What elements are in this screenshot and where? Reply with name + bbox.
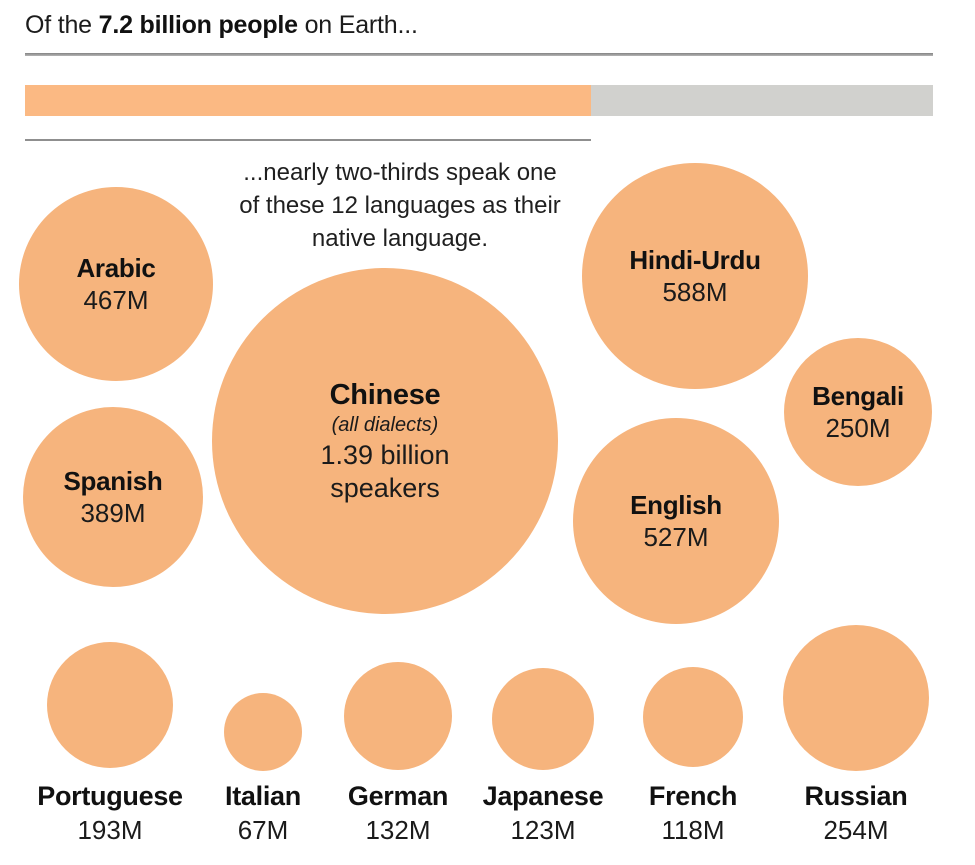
progress-bar-track [25,85,933,116]
bubble-spanish: Spanish 389M [23,407,203,587]
bubble-value-spanish: 389M [80,498,146,528]
under-bar-divider [25,139,591,141]
bubble-bengali: Bengali 250M [784,338,932,486]
top-divider [25,53,933,56]
bubble-name-arabic: Arabic [76,253,156,283]
bubble-label-german: German 132M [278,780,518,846]
bubble-value-german: 132M [365,815,431,845]
bubble-hindi-urdu: Hindi-Urdu 588M [582,163,808,389]
bubble-name-italian: Italian [225,781,301,811]
bubble-portuguese [47,642,173,768]
bubble-arabic: Arabic 467M [19,187,213,381]
bubble-french [643,667,743,767]
bubble-label-french: French 118M [573,780,813,846]
bubble-note-chinese: (all dialects) [331,413,439,436]
bubble-italian [224,693,302,771]
bubble-english: English 527M [573,418,779,624]
bubble-value-japanese: 123M [510,815,576,845]
bubble-label-japanese: Japanese 123M [423,780,663,846]
bubble-name-portuguese: Portuguese [37,781,183,811]
bubble-value-chinese: 1.39 billion speakers [320,439,450,503]
bubble-chinese: Chinese (all dialects) 1.39 billion speake… [212,268,558,614]
bubble-name-bengali: Bengali [812,381,904,411]
bubble-value-english: 527M [643,522,709,552]
bubble-value-hindi-urdu: 588M [662,277,728,307]
bubble-value-bengali: 250M [825,413,891,443]
bubble-name-hindi-urdu: Hindi-Urdu [629,245,761,275]
bubble-name-russian: Russian [804,781,908,811]
bubble-label-italian: Italian 67M [143,780,383,846]
bubble-label-russian: Russian 254M [736,780,975,846]
page-title: Of the 7.2 billion people on Earth... [25,11,418,40]
bubble-value-italian: 67M [237,815,289,845]
bubble-name-english: English [630,490,722,520]
annotation-text: ...nearly two-thirds speak one of these … [239,159,561,252]
bubble-japanese [492,668,594,770]
title-suffix: on Earth... [297,11,418,39]
bubble-german [344,662,452,770]
bubble-name-japanese: Japanese [482,781,604,811]
bubble-name-french: French [648,781,738,811]
bubble-label-portuguese: Portuguese 193M [0,780,230,846]
title-prefix: Of the [25,11,99,39]
bubble-value-portuguese: 193M [77,815,143,845]
bubble-value-french: 118M [661,815,725,845]
bubble-russian [783,625,929,771]
bubble-value-russian: 254M [823,815,889,845]
title-bold: 7.2 billion people [98,11,298,39]
bubble-name-spanish: Spanish [63,466,163,496]
bubble-name-german: German [347,781,449,811]
bubble-value-arabic: 467M [83,285,149,315]
progress-bar-fill [25,85,591,116]
bubble-name-chinese: Chinese [329,378,441,411]
